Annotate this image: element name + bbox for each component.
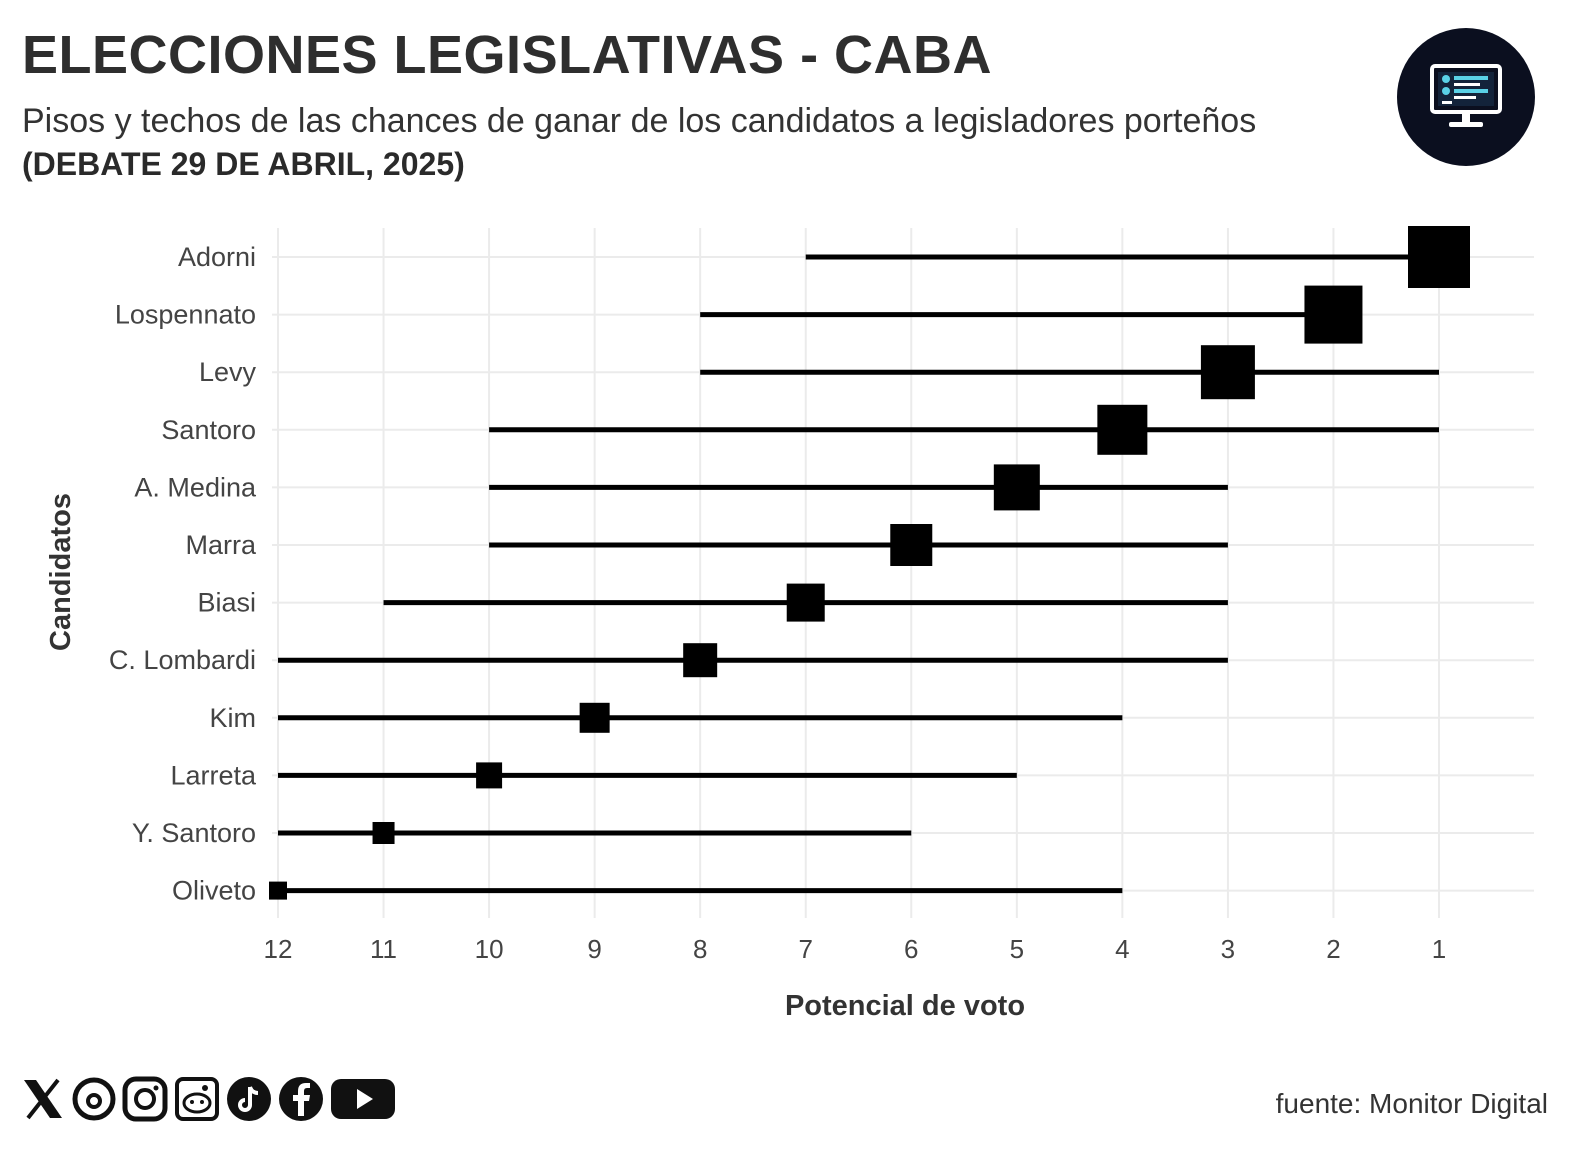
position-marker [1304, 285, 1363, 344]
y-tick-label: Oliveto [172, 876, 256, 906]
monitor-logo [1397, 28, 1535, 166]
x-tick-label: 2 [1326, 934, 1340, 964]
y-tick-label: C. Lombardi [109, 645, 256, 675]
y-axis-title: Candidatos [45, 493, 77, 651]
youtube-icon[interactable] [330, 1076, 396, 1127]
y-tick-label: Larreta [170, 760, 257, 790]
y-tick-label: Santoro [161, 415, 256, 445]
x-tick-labels: 12 11 10 9 8 7 6 5 4 3 2 1 [264, 934, 1447, 964]
position-marker [683, 643, 718, 678]
x-icon[interactable] [20, 1076, 66, 1127]
y-tick-label: Marra [185, 530, 256, 560]
position-marker [1097, 404, 1148, 455]
position-marker [269, 881, 287, 900]
y-tick-label: A. Medina [134, 472, 257, 502]
x-tick-label: 3 [1221, 934, 1235, 964]
source-note: fuente: Monitor Digital [1275, 1088, 1548, 1119]
chart-subtitle: Pisos y techos de las chances de ganar d… [22, 102, 1257, 140]
x-tick-label: 7 [798, 934, 812, 964]
position-marker [1408, 226, 1470, 288]
position-marker [372, 822, 395, 844]
x-tick-label: 10 [475, 934, 504, 964]
social-icons [20, 1076, 396, 1127]
point-layer [269, 226, 1470, 900]
position-marker [890, 524, 933, 566]
x-tick-label: 8 [693, 934, 707, 964]
x-tick-label: 11 [370, 934, 397, 964]
chart-subtitle-date: (DEBATE 29 DE ABRIL, 2025) [22, 146, 465, 182]
y-tick-label: Lospennato [115, 300, 256, 330]
y-tick-label: Y. Santoro [132, 818, 256, 848]
threads-icon[interactable] [72, 1076, 116, 1127]
monitor-icon [1430, 64, 1502, 127]
chart-canvas: Adorni Lospennato Levy Santoro A. Medina Marr… [45, 226, 1534, 1022]
bar-layer [278, 254, 1439, 894]
position-marker [579, 702, 610, 733]
y-tick-label: Adorni [178, 242, 256, 272]
x-tick-label: 12 [264, 934, 293, 964]
x-tick-label: 6 [904, 934, 918, 964]
y-tick-labels: Adorni Lospennato Levy Santoro A. Medina Marr… [109, 242, 257, 906]
x-tick-label: 5 [1010, 934, 1024, 964]
chart-title: ELECCIONES LEGISLATIVAS - CABA [22, 25, 993, 85]
x-axis-title: Potencial de voto [785, 990, 1025, 1022]
y-tick-label: Levy [199, 357, 257, 387]
instagram-icon[interactable] [122, 1076, 168, 1127]
tiktok-icon[interactable] [226, 1076, 272, 1127]
position-marker [993, 464, 1040, 511]
y-tick-label: Biasi [197, 588, 256, 618]
y-tick-label: Kim [210, 703, 257, 733]
position-marker [786, 583, 825, 622]
position-marker [1200, 345, 1255, 400]
reddit-icon[interactable] [174, 1076, 220, 1127]
x-tick-label: 9 [587, 934, 601, 964]
facebook-icon[interactable] [278, 1076, 324, 1127]
x-tick-label: 4 [1115, 934, 1129, 964]
x-tick-label: 1 [1432, 934, 1446, 964]
position-marker [476, 762, 503, 789]
